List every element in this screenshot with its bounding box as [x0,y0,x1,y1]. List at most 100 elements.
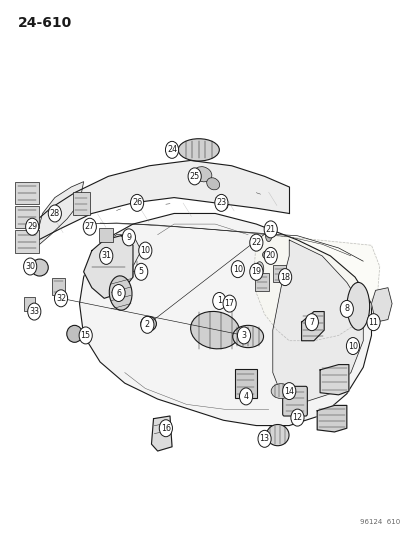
FancyBboxPatch shape [24,297,35,311]
Text: 16: 16 [161,424,171,433]
Text: 10: 10 [140,246,150,255]
FancyBboxPatch shape [52,278,65,295]
Text: 19: 19 [251,268,261,276]
Circle shape [130,195,143,212]
Ellipse shape [266,424,288,446]
Ellipse shape [232,325,263,348]
Polygon shape [38,182,83,245]
Text: 13: 13 [259,434,269,443]
Circle shape [366,314,379,330]
Ellipse shape [178,139,219,161]
Ellipse shape [255,262,263,276]
Circle shape [212,293,225,310]
Polygon shape [79,214,370,425]
Polygon shape [272,240,362,405]
Text: 6: 6 [116,288,121,297]
Circle shape [263,221,277,238]
Ellipse shape [271,384,290,399]
FancyBboxPatch shape [282,386,306,416]
Text: 17: 17 [224,299,234,308]
Circle shape [48,205,61,222]
Polygon shape [319,365,348,395]
Circle shape [304,314,318,330]
Circle shape [231,261,244,278]
FancyBboxPatch shape [234,369,256,398]
Circle shape [282,383,295,400]
Text: 5: 5 [138,268,143,276]
FancyBboxPatch shape [254,273,268,292]
Circle shape [83,218,96,235]
Text: 12: 12 [292,413,302,422]
Text: 26: 26 [132,198,142,207]
Ellipse shape [218,201,228,210]
Circle shape [79,327,92,344]
Circle shape [112,285,125,302]
Ellipse shape [109,276,132,310]
Circle shape [138,242,152,259]
Circle shape [257,430,271,447]
FancyBboxPatch shape [72,192,90,215]
Polygon shape [151,416,172,451]
Text: 23: 23 [216,198,226,207]
Circle shape [239,388,252,405]
Text: 15: 15 [81,331,90,340]
FancyBboxPatch shape [15,182,39,204]
Circle shape [263,247,277,264]
Circle shape [290,409,303,426]
Text: 4: 4 [243,392,248,401]
Ellipse shape [265,230,271,241]
Ellipse shape [31,259,48,276]
Text: 24: 24 [166,146,177,155]
Circle shape [214,195,228,212]
Text: 11: 11 [368,318,377,327]
Text: 3: 3 [241,331,246,340]
Text: 29: 29 [27,222,37,231]
Text: 21: 21 [265,225,275,234]
Ellipse shape [193,167,211,182]
Circle shape [188,168,201,185]
Circle shape [346,337,359,354]
Polygon shape [370,288,391,322]
Text: 7: 7 [309,318,313,327]
Ellipse shape [346,282,369,330]
FancyBboxPatch shape [99,228,113,242]
Circle shape [249,234,262,251]
Circle shape [26,218,39,235]
Text: 32: 32 [56,294,66,303]
Circle shape [54,290,67,307]
FancyBboxPatch shape [15,230,39,253]
Text: 28: 28 [50,209,60,218]
Circle shape [134,263,147,280]
Circle shape [237,327,250,344]
Circle shape [28,303,41,320]
Text: 96124  610: 96124 610 [359,519,399,525]
Text: 10: 10 [232,265,242,273]
Text: 20: 20 [265,252,275,261]
Text: 22: 22 [251,238,261,247]
Circle shape [24,258,37,275]
Polygon shape [83,235,133,298]
Ellipse shape [190,311,239,349]
Ellipse shape [262,251,269,259]
Text: 27: 27 [85,222,95,231]
Text: 2: 2 [145,320,150,329]
Ellipse shape [66,325,82,342]
Ellipse shape [140,317,156,331]
Circle shape [165,141,178,158]
Text: 18: 18 [280,272,290,281]
Text: 33: 33 [29,307,39,316]
Circle shape [159,419,172,437]
Text: 30: 30 [25,262,35,271]
Circle shape [122,229,135,246]
Text: 25: 25 [189,172,199,181]
Polygon shape [92,235,141,272]
Text: 9: 9 [126,233,131,242]
Circle shape [278,269,291,286]
Polygon shape [38,160,289,240]
Text: 31: 31 [101,252,111,261]
Circle shape [339,301,353,317]
Circle shape [223,295,236,312]
Text: 14: 14 [284,386,294,395]
Polygon shape [254,235,379,341]
Circle shape [100,247,113,264]
